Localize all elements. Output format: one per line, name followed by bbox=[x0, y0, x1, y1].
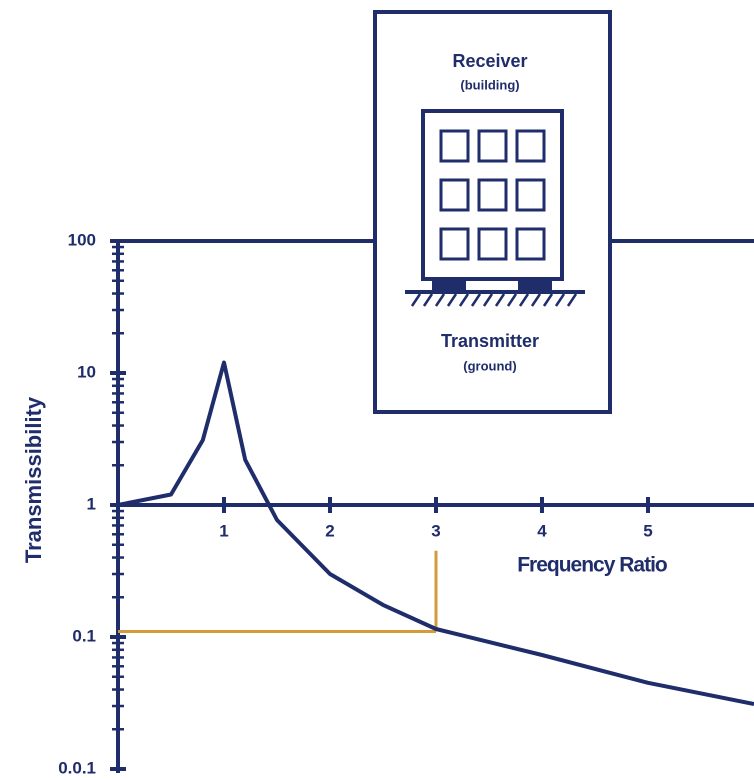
x-tick-label: 4 bbox=[537, 521, 547, 540]
y-axis-label: Transmissibility bbox=[21, 396, 46, 563]
chart: 100 10 1 0.1 0.0.1 1 2 3 4 5 Receiver (building) … bbox=[0, 0, 754, 775]
y-tick-label: 1 bbox=[87, 494, 96, 513]
transmitter-note: (ground) bbox=[463, 358, 516, 373]
x-tick-label: 2 bbox=[325, 521, 334, 540]
y-tick-label: 100 bbox=[68, 230, 96, 249]
y-tick-label: 0.0.1 bbox=[58, 758, 96, 775]
x-tick-label: 5 bbox=[643, 521, 652, 540]
x-axis-label: Frequency Ratio bbox=[517, 554, 667, 577]
foot bbox=[432, 279, 466, 291]
x-tick-label: 1 bbox=[219, 521, 228, 540]
diagram: Receiver (building) Transmitter (ground) bbox=[375, 12, 610, 412]
y-tick-label: 10 bbox=[77, 362, 96, 381]
transmitter-label: Transmitter bbox=[441, 331, 539, 351]
receiver-label: Receiver bbox=[452, 51, 527, 71]
receiver-note: (building) bbox=[460, 77, 519, 92]
x-tick-label: 3 bbox=[431, 521, 440, 540]
foot bbox=[518, 279, 552, 291]
y-tick-label: 0.1 bbox=[72, 626, 96, 645]
building bbox=[423, 111, 562, 279]
